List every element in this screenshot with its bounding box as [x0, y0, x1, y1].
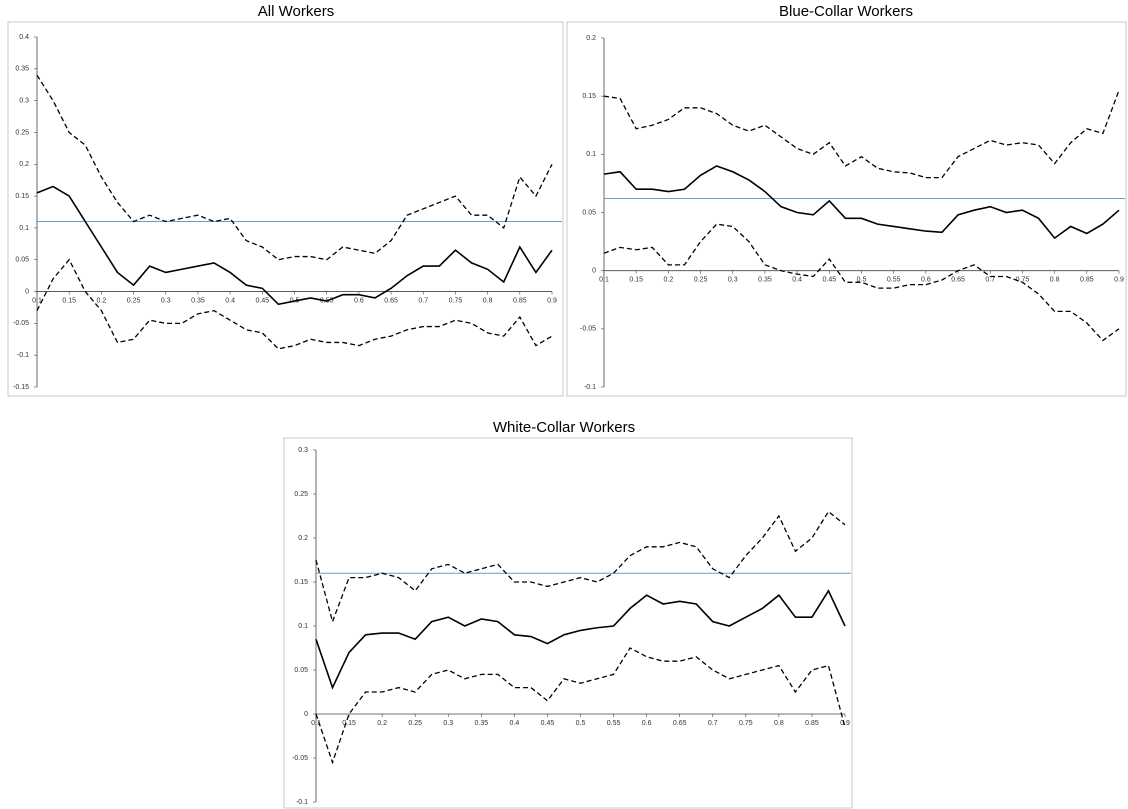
y-tick-label: 0 [592, 268, 596, 275]
x-tick-label: 0.55 [607, 720, 621, 727]
x-tick-label: 0.65 [384, 297, 398, 304]
x-tick-label: 0.1 [32, 297, 42, 304]
x-tick-label: 0.55 [887, 277, 901, 284]
x-tick-label: 0.3 [161, 297, 171, 304]
confidence-line [36, 258, 553, 350]
x-tick-label: 0.7 [418, 297, 428, 304]
x-tick-label: 0.35 [191, 297, 205, 304]
chart-title: All Workers [258, 3, 334, 20]
y-tick-label: -0.15 [13, 384, 29, 391]
estimate-line [36, 185, 553, 306]
y-tick-label: 0.15 [582, 93, 596, 100]
y-tick-label: 0.4 [19, 34, 29, 41]
x-tick-label: 0.65 [673, 720, 687, 727]
chart-title: Blue-Collar Workers [779, 3, 913, 20]
x-tick-label: 0.45 [823, 277, 837, 284]
x-tick-label: 0.7 [708, 720, 718, 727]
x-tick-label: 0.1 [311, 720, 321, 727]
x-tick-label: 0.2 [97, 297, 107, 304]
x-tick-label: 0.3 [443, 720, 453, 727]
x-tick-label: 0.85 [1080, 277, 1094, 284]
confidence-line [603, 223, 1120, 342]
y-tick-label: 0.25 [15, 129, 29, 136]
x-tick-label: 0.75 [1016, 277, 1030, 284]
y-tick-label: 0.2 [298, 535, 308, 542]
confidence-line [315, 647, 846, 765]
x-tick-label: 0.35 [758, 277, 772, 284]
chart-panel: Blue-Collar Workers -0.1 -0.05 0 0.05 0.1 0.15… [566, 3, 1127, 397]
x-tick-label: 0.25 [127, 297, 141, 304]
x-tick-label: 0.6 [921, 277, 931, 284]
x-tick-label: 0.35 [475, 720, 489, 727]
x-tick-label: 0.4 [225, 297, 235, 304]
x-tick-label: 0.45 [541, 720, 555, 727]
y-tick-label: 0.35 [15, 66, 29, 73]
x-tick-label: 0.8 [774, 720, 784, 727]
x-tick-label: 0.9 [547, 297, 557, 304]
x-tick-label: 0.6 [354, 297, 364, 304]
chart-title: White-Collar Workers [493, 419, 635, 436]
y-tick-label: -0.1 [17, 352, 29, 359]
y-tick-label: 0.2 [19, 161, 29, 168]
estimate-line [315, 589, 846, 690]
x-tick-label: 0.8 [483, 297, 493, 304]
x-tick-label: 0.85 [513, 297, 527, 304]
y-tick-label: -0.05 [13, 320, 29, 327]
x-tick-label: 0.7 [985, 277, 995, 284]
x-tick-label: 0.4 [792, 277, 802, 284]
panel-frame [7, 21, 564, 397]
estimate-line [603, 165, 1120, 240]
x-tick-label: 0.3 [728, 277, 738, 284]
y-tick-label: 0.2 [586, 35, 596, 42]
y-tick-label: -0.1 [296, 799, 308, 806]
x-tick-label: 0.8 [1050, 277, 1060, 284]
x-tick-label: 0.65 [951, 277, 965, 284]
x-tick-label: 0.4 [510, 720, 520, 727]
x-tick-label: 0.75 [739, 720, 753, 727]
panel-frame [566, 21, 1127, 397]
confidence-line [603, 90, 1120, 179]
confidence-line [36, 74, 553, 261]
x-tick-label: 0.25 [694, 277, 708, 284]
y-tick-label: 0.15 [15, 193, 29, 200]
y-tick-label: 0.3 [298, 447, 308, 454]
panel-frame [283, 437, 853, 809]
x-tick-label: 0.25 [408, 720, 422, 727]
chart-panel: White-Collar Workers -0.1 -0.05 0 0.05 0.1 0.1… [283, 419, 853, 809]
y-tick-label: 0 [304, 711, 308, 718]
y-tick-label: 0.1 [19, 225, 29, 232]
x-tick-label: 0.1 [599, 277, 609, 284]
x-tick-label: 0.15 [62, 297, 76, 304]
confidence-line [315, 510, 846, 624]
x-tick-label: 0.15 [629, 277, 643, 284]
y-tick-label: 0.3 [19, 97, 29, 104]
chart-panel: All Workers -0.15 -0.1 -0.05 0 0.05 0.1 0.15 0.2… [7, 3, 564, 397]
x-tick-label: 0.45 [256, 297, 270, 304]
x-tick-label: 0.9 [840, 720, 850, 727]
x-tick-label: 0.15 [342, 720, 356, 727]
y-tick-label: 0 [25, 288, 29, 295]
x-tick-label: 0.9 [1114, 277, 1124, 284]
y-tick-label: 0.05 [15, 257, 29, 264]
y-tick-label: 0.25 [294, 491, 308, 498]
y-tick-label: 0.1 [586, 151, 596, 158]
x-tick-label: 0.2 [664, 277, 674, 284]
x-tick-label: 0.6 [642, 720, 652, 727]
y-tick-label: -0.1 [584, 384, 596, 391]
y-tick-label: 0.05 [294, 667, 308, 674]
y-tick-label: 0.15 [294, 579, 308, 586]
y-tick-label: -0.05 [580, 326, 596, 333]
x-tick-label: 0.85 [805, 720, 819, 727]
x-tick-label: 0.2 [377, 720, 387, 727]
x-tick-label: 0.5 [857, 277, 867, 284]
y-tick-label: 0.1 [298, 623, 308, 630]
y-tick-label: 0.05 [582, 209, 596, 216]
x-tick-label: 0.75 [449, 297, 463, 304]
x-tick-label: 0.5 [576, 720, 586, 727]
y-tick-label: -0.05 [292, 755, 308, 762]
